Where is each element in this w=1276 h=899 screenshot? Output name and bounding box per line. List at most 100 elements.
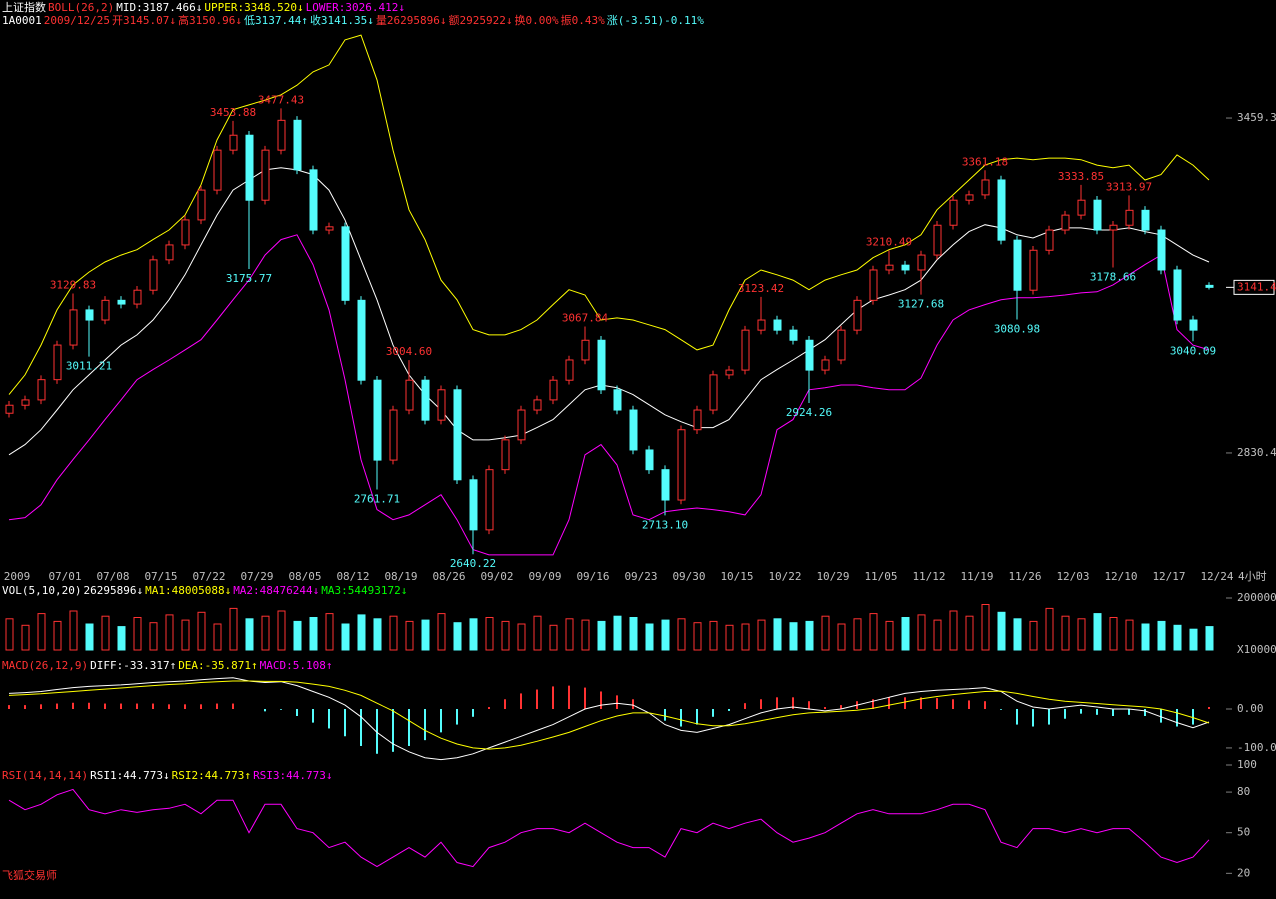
candle-body <box>453 389 462 481</box>
volume-bar <box>437 613 446 651</box>
panel-legend-item: 26295896↓ <box>83 584 143 597</box>
candle-body <box>1109 224 1118 231</box>
candle-body <box>805 339 814 371</box>
candle-body <box>277 119 286 151</box>
volume-bar <box>85 623 94 651</box>
rsi-line <box>8 788 1210 868</box>
volume-bar <box>213 623 222 651</box>
volume-bar <box>181 619 190 651</box>
volume-bar <box>629 617 638 651</box>
panel-legend-item: MACD(26,12,9) <box>2 659 88 672</box>
candle-body <box>677 429 686 501</box>
volume-bar <box>261 615 270 651</box>
candle-body <box>901 264 910 271</box>
candle-body <box>325 226 334 231</box>
candle-body <box>53 344 62 381</box>
candle-body <box>1077 199 1086 216</box>
panel-legend-item: RSI2:44.773↑ <box>172 769 251 782</box>
x-tick-label: 08/26 <box>432 570 465 583</box>
candle-body <box>741 329 750 371</box>
y-tick-label: 0.00 <box>1237 702 1264 715</box>
candle-body <box>133 289 142 305</box>
extreme-label: 3477.43 <box>258 93 304 106</box>
volume-bar <box>453 622 462 651</box>
volume-bar <box>53 620 62 651</box>
candle-body <box>725 369 734 376</box>
candle-body <box>373 379 382 461</box>
panel-legend-item: RSI(14,14,14) <box>2 769 88 782</box>
volume-bar <box>421 619 430 651</box>
x-tick-label: 2009 <box>4 570 31 583</box>
candle-body <box>389 409 398 461</box>
extreme-label: 2713.10 <box>642 518 688 531</box>
panel-legend-item: VOL(5,10,20) <box>2 584 81 597</box>
volume-bar <box>533 615 542 651</box>
header-row-item: LOWER:3026.412↓ <box>306 1 405 14</box>
candle-body <box>501 439 510 471</box>
extreme-label: 3129.83 <box>50 278 96 291</box>
panel-legend-item: MA2:48476244↓ <box>233 584 319 597</box>
x-tick-label: 12/10 <box>1104 570 1137 583</box>
x-tick-label: 12/03 <box>1056 570 1089 583</box>
candle-body <box>469 479 478 531</box>
volume-bar <box>197 611 206 651</box>
candle-body <box>1093 199 1102 231</box>
x-tick-label: 12/24 <box>1200 570 1233 583</box>
candle-body <box>181 219 190 246</box>
volume-bar <box>37 613 46 651</box>
header-row-item: 开3145.07↓ <box>112 14 176 27</box>
volume-bar <box>741 623 750 651</box>
x-tick-label: 08/05 <box>288 570 321 583</box>
volume-bar <box>693 622 702 651</box>
extreme-label: 3178.66 <box>1090 270 1136 283</box>
x-tick-label: 08/19 <box>384 570 417 583</box>
candle-body <box>581 339 590 361</box>
extreme-label: 2761.71 <box>354 493 400 506</box>
y-tick-label: 50 <box>1237 826 1250 839</box>
volume-bar <box>709 620 718 651</box>
volume-bar <box>549 624 558 651</box>
extreme-label: 3080.98 <box>994 323 1040 336</box>
y-tick-label: 3459.3 <box>1237 111 1276 124</box>
volume-bar <box>885 620 894 651</box>
x-tick-label: 10/15 <box>720 570 753 583</box>
extreme-label: 3067.84 <box>562 312 609 325</box>
panel-legend-item: RSI3:44.773↓ <box>253 769 332 782</box>
candle-body <box>629 409 638 451</box>
volume-bar <box>357 614 366 651</box>
candle-body <box>517 409 526 441</box>
y-tick-label: 20 <box>1237 866 1250 879</box>
last-price-label: 3141.4 <box>1237 280 1276 293</box>
volume-bar <box>1045 607 1054 651</box>
x-tick-label: 07/29 <box>240 570 273 583</box>
extreme-label: 3127.68 <box>898 298 944 311</box>
candle-body <box>261 149 270 201</box>
extreme-label: 3040.09 <box>1170 344 1216 357</box>
x-tick-label: 11/12 <box>912 570 945 583</box>
volume-bar <box>1157 620 1166 651</box>
candle-body <box>485 469 494 531</box>
volume-bar <box>965 615 974 651</box>
header-row-item: 换0.00% <box>515 13 559 27</box>
candle-body <box>85 309 94 321</box>
candle-body <box>117 299 126 305</box>
candle-body <box>1173 269 1182 321</box>
candle-body <box>1157 229 1166 271</box>
macd-line <box>8 680 1210 750</box>
y-tick-label: 2830.4 <box>1237 446 1276 459</box>
candle-body <box>1061 214 1070 231</box>
extreme-label: 3453.88 <box>210 106 256 119</box>
candle-body <box>837 329 846 361</box>
header-row-item: 2009/12/25 <box>44 14 110 27</box>
candle-body <box>853 299 862 331</box>
extreme-label: 3011.21 <box>66 360 112 373</box>
candle-body <box>597 339 606 391</box>
panel-legend: RSI(14,14,14) RSI1:44.773↓ RSI2:44.773↑ RSI… <box>2 769 333 782</box>
volume-bar <box>69 610 78 651</box>
volume-bar <box>325 613 334 651</box>
volume-bar <box>389 615 398 651</box>
extreme-label: 2640.22 <box>450 557 496 570</box>
volume-bar <box>581 619 590 651</box>
volume-bar <box>1109 617 1118 651</box>
extreme-label: 3175.77 <box>226 272 272 285</box>
